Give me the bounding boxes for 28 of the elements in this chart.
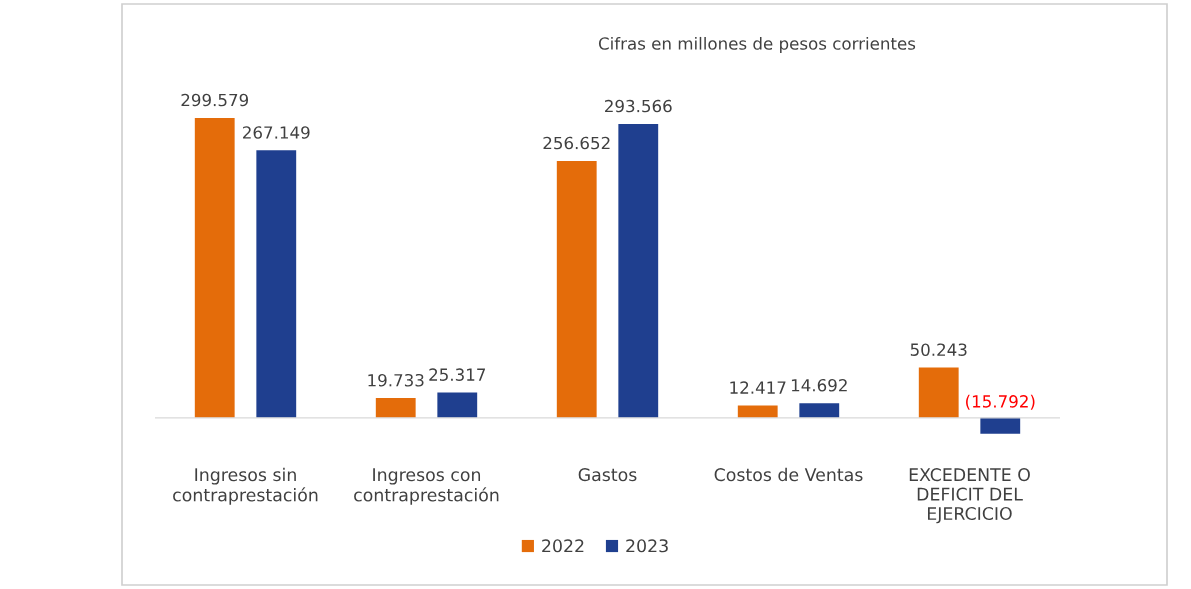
data-label: (15.792) bbox=[966, 394, 1035, 410]
data-label: 12.417 bbox=[730, 381, 786, 394]
bar bbox=[437, 392, 478, 418]
bar bbox=[799, 403, 840, 418]
legend-label: 2022 bbox=[542, 539, 584, 553]
x-tick-label: Costos de Ventas bbox=[714, 467, 863, 482]
bar bbox=[194, 117, 235, 418]
data-label: 19.733 bbox=[368, 373, 424, 387]
x-tick-label: Ingresos con contraprestación bbox=[354, 468, 499, 505]
data-label: 50.243 bbox=[910, 343, 967, 356]
bar bbox=[918, 367, 959, 418]
bar bbox=[618, 123, 659, 418]
data-label: 256.652 bbox=[543, 136, 610, 150]
bar bbox=[375, 398, 416, 418]
bar bbox=[256, 150, 297, 418]
data-label: 267.149 bbox=[243, 126, 310, 139]
data-label: 25.317 bbox=[429, 368, 485, 381]
bar bbox=[737, 405, 778, 418]
data-label: 299.579 bbox=[181, 93, 249, 107]
data-label: 293.566 bbox=[605, 99, 672, 113]
text: Cifras en millones de pesos corrientes bbox=[598, 36, 916, 54]
x-tick-label: EXCEDENTE O DEFICIT DEL EJERCICIO bbox=[909, 468, 1030, 524]
x-tick-label: Gastos bbox=[578, 468, 637, 482]
bar bbox=[556, 160, 597, 418]
data-label: 14.692 bbox=[791, 378, 847, 392]
x-tick-label: Ingresos sin contraprestación bbox=[173, 467, 318, 505]
legend-label: 2023 bbox=[626, 539, 668, 553]
bar bbox=[980, 417, 1021, 434]
